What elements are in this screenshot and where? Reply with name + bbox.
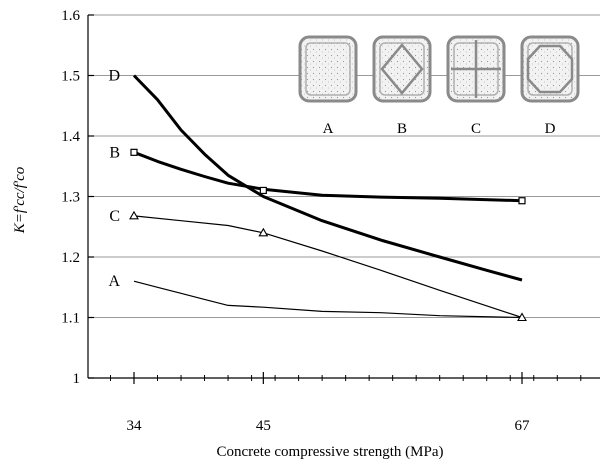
- section-label-d: D: [545, 121, 556, 137]
- x-tick-label-34: 34: [127, 418, 143, 434]
- series-markers: [129, 148, 527, 322]
- y-tick-label-1.2: 1.2: [61, 250, 80, 266]
- y-tick-labels: 1 1.1 1.2 1.3 1.4 1.5 1.6: [61, 8, 80, 387]
- y-tick-label-1.1: 1.1: [61, 311, 80, 327]
- section-label-c: C: [471, 121, 481, 137]
- series-lines: [132, 74, 523, 319]
- section-b-icon: [372, 35, 432, 103]
- section-label-b: B: [397, 121, 407, 137]
- series-label-c: C: [109, 208, 120, 225]
- series-line-c: [133, 215, 523, 319]
- section-label-a: A: [323, 121, 334, 137]
- section-d-icon: [520, 35, 580, 103]
- marker-b-2: [518, 197, 526, 205]
- cross-section-inset: A B C D: [298, 35, 580, 137]
- marker-c-2: [517, 312, 527, 322]
- axes: [87, 14, 600, 384]
- x-tick-label-45: 45: [256, 418, 271, 434]
- marker-c-1: [258, 227, 269, 237]
- series-line-d: [132, 74, 523, 282]
- section-a-icon: [298, 35, 358, 103]
- marker-c-0: [129, 210, 139, 220]
- series-line-b: [133, 150, 523, 203]
- series-label-d: D: [108, 68, 120, 85]
- y-tick-label-1.5: 1.5: [61, 69, 80, 85]
- y-tick-label-1.4: 1.4: [61, 129, 80, 145]
- x-tick-label-67: 67: [515, 418, 531, 434]
- series-label-b: B: [109, 144, 120, 161]
- y-axis-title: K=f'cc/f'co: [12, 166, 28, 234]
- x-tick-labels: 34 45 67: [127, 418, 531, 434]
- series-labels: A B C D: [108, 68, 120, 291]
- series-line-a: [133, 280, 523, 319]
- y-tick-label-1.3: 1.3: [61, 190, 80, 206]
- marker-b-0: [130, 148, 138, 156]
- y-tick-label-1: 1: [73, 371, 81, 387]
- section-c-icon: [446, 35, 506, 103]
- marker-b-1: [259, 186, 267, 195]
- y-tick-label-1.6: 1.6: [61, 8, 80, 24]
- x-axis-title: Concrete compressive strength (MPa): [216, 444, 443, 460]
- series-label-a: A: [108, 273, 120, 290]
